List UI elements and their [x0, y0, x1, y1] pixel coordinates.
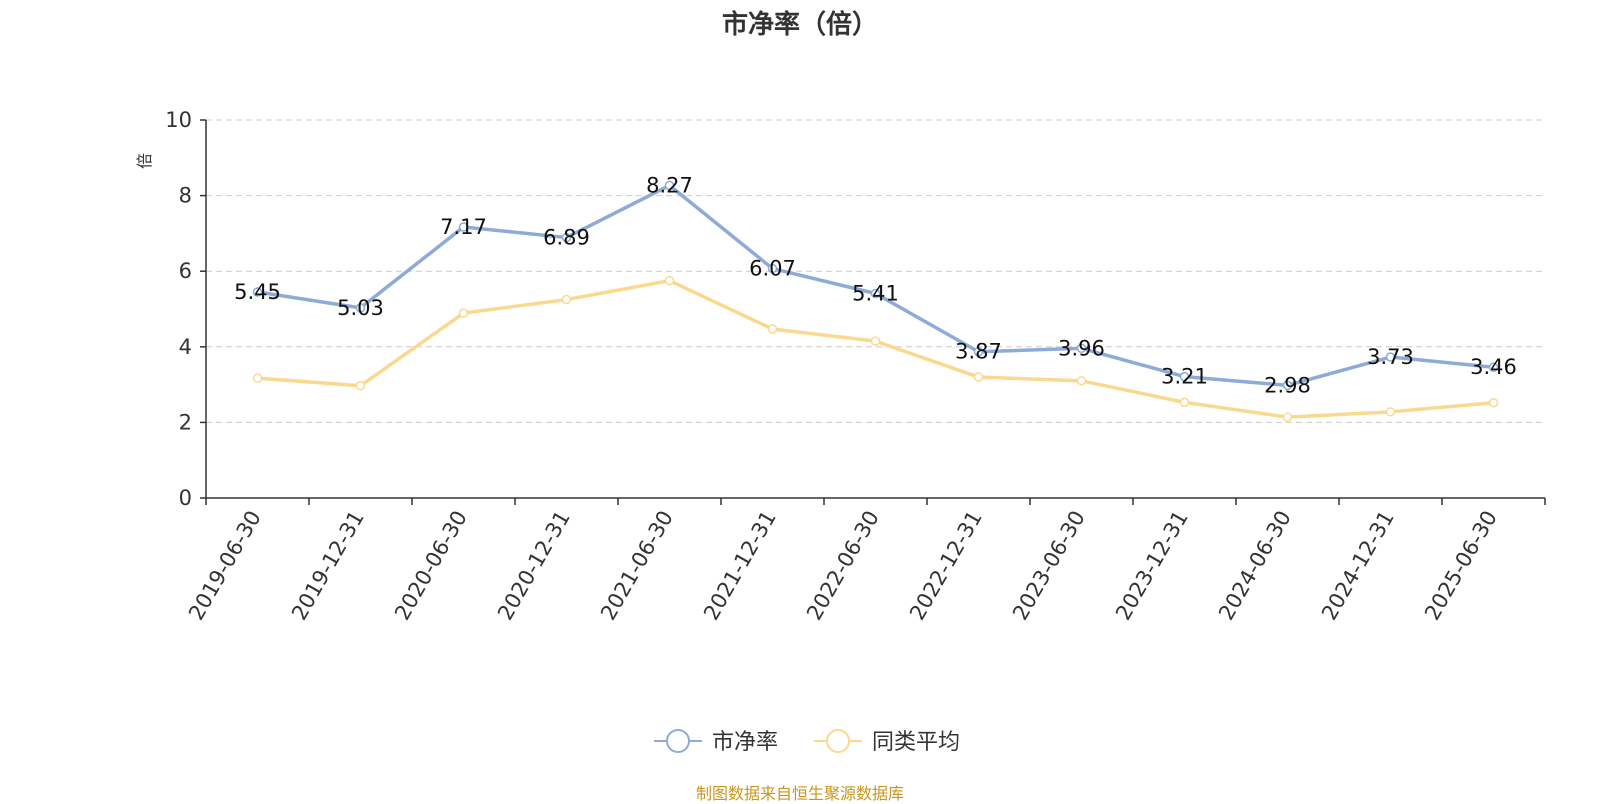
y-tick-label: 6: [179, 259, 192, 283]
data-label: 3.73: [1367, 345, 1414, 369]
data-point: [1282, 380, 1293, 391]
series-lines: [252, 180, 1499, 422]
data-point: [664, 275, 675, 286]
data-label: 3.21: [1161, 365, 1208, 389]
data-point: [870, 336, 881, 346]
data-point: [561, 232, 572, 243]
data-label: 3.46: [1470, 355, 1517, 379]
y-tick-label: 10: [165, 108, 192, 132]
data-point: [1179, 371, 1190, 382]
data-point: [458, 308, 469, 318]
x-tick-label: 2024-12-31: [1317, 507, 1399, 625]
data-label: 6.89: [543, 226, 590, 250]
grid-lines: [206, 119, 1545, 423]
data-point: [1385, 407, 1396, 417]
x-tick-label: 2023-06-30: [1008, 507, 1090, 625]
data-label: 5.41: [852, 282, 899, 306]
y-tick-label: 8: [179, 184, 192, 208]
data-point: [458, 222, 469, 232]
x-tick-label: 2021-12-31: [699, 507, 781, 625]
chart-title: 市净率（倍）: [721, 10, 878, 40]
y-tick-label: 2: [179, 410, 192, 434]
legend-label: 同类平均: [872, 730, 960, 755]
data-point: [355, 303, 366, 313]
data-point: [1179, 397, 1190, 408]
data-label: 7.17: [440, 215, 487, 239]
data-point: [767, 263, 778, 274]
y-axis-unit-label: 倍: [135, 153, 154, 169]
data-point: [664, 180, 675, 191]
x-tick-label: 2023-12-31: [1111, 507, 1193, 625]
data-label: 8.27: [646, 173, 693, 197]
data-point: [355, 380, 366, 391]
y-tick-label: 0: [179, 486, 192, 510]
x-tick-label: 2022-06-30: [802, 507, 884, 625]
data-label: 6.07: [749, 257, 796, 281]
legend: 市净率 同类平均: [654, 729, 960, 755]
x-tick-label: 2020-06-30: [390, 507, 472, 625]
data-point: [1488, 397, 1499, 408]
data-point: [561, 294, 572, 305]
data-label: 2.98: [1264, 373, 1311, 397]
legend-label: 市净率: [712, 730, 778, 755]
axes: 0 2 4 6 8 10 倍 2019-06-30 2019-12-31 2020-06-30 20…: [135, 108, 1546, 625]
data-label: 5.03: [337, 296, 384, 320]
legend-marker: [826, 729, 850, 753]
data-point: [252, 373, 263, 383]
legend-item-1: 同类平均: [814, 729, 960, 755]
data-point: [1385, 352, 1396, 362]
data-point: [1488, 362, 1499, 372]
data-point: [870, 288, 881, 299]
source-note: 制图数据来自恒生聚源数据库: [695, 784, 904, 803]
data-point: [1076, 376, 1087, 386]
data-label: 5.45: [234, 280, 281, 304]
data-point: [1282, 412, 1293, 422]
data-labels: 5.45 5.03 7.17 6.89 8.27 6.07 5.41 3.87 3.96 3.21…: [234, 173, 1517, 397]
x-tick-label: 2025-06-30: [1420, 507, 1502, 625]
data-point: [1076, 343, 1087, 354]
x-tick-label: 2019-06-30: [184, 507, 266, 625]
legend-item-0: 市净率: [654, 729, 778, 755]
data-point: [252, 287, 263, 297]
x-tick-label: 2020-12-31: [493, 507, 575, 625]
data-point: [973, 346, 984, 357]
data-point: [767, 324, 778, 334]
x-tick-label: 2022-12-31: [905, 507, 987, 625]
data-point: [973, 372, 984, 382]
x-tick-label: 2019-12-31: [287, 507, 369, 625]
y-tick-label: 4: [179, 335, 192, 359]
data-label: 3.87: [955, 340, 1002, 364]
x-tick-label: 2021-06-30: [596, 507, 678, 625]
data-label: 3.96: [1058, 336, 1105, 360]
x-tick-label: 2024-06-30: [1214, 507, 1296, 625]
legend-marker: [666, 729, 690, 753]
